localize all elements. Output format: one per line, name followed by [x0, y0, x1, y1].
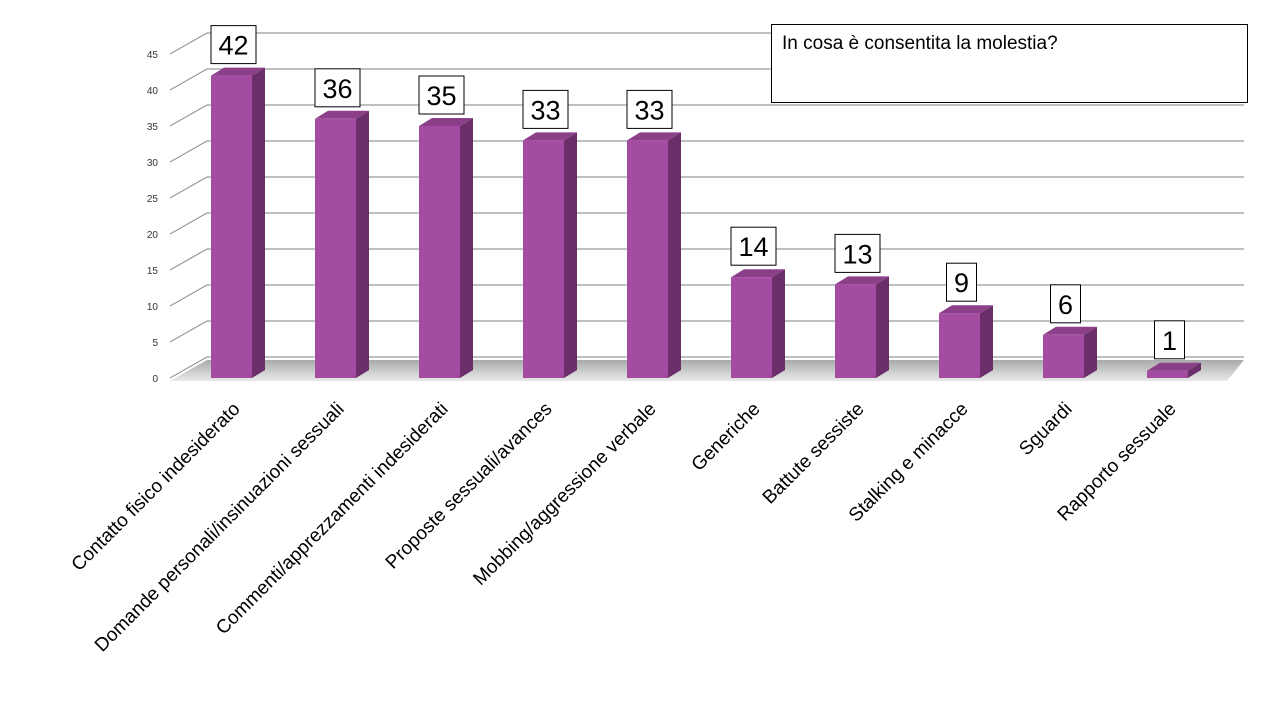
bar-side: [460, 118, 473, 378]
y-tick-label: 20: [147, 230, 159, 241]
bar-top: [419, 118, 473, 126]
y-tick-label: 15: [147, 266, 159, 277]
bar: [627, 140, 668, 378]
bar-side: [668, 132, 681, 378]
data-label: 36: [322, 74, 352, 104]
x-tick-label: Sguardi: [1015, 399, 1076, 460]
bar-side: [252, 67, 265, 378]
bar-side: [356, 110, 369, 379]
data-label: 1: [1162, 326, 1177, 356]
gridline: [169, 176, 1244, 199]
data-label-box: [1154, 320, 1185, 360]
x-tick-label: Contatto fisico indesiderato: [68, 399, 245, 576]
gridline: [169, 140, 1244, 163]
y-tick-label: 25: [147, 194, 159, 205]
bar-top: [1147, 362, 1201, 371]
data-label: 13: [842, 239, 872, 269]
data-label: 9: [954, 268, 969, 298]
data-label-box: [1050, 284, 1081, 324]
bar: [211, 75, 252, 378]
x-tick-label: Mobbing/aggressione verbale: [469, 399, 660, 590]
bar-top: [315, 110, 369, 119]
gridline: [169, 320, 1244, 343]
data-label-box: [314, 68, 361, 108]
data-label-box: [730, 226, 777, 266]
data-label-box: [418, 75, 465, 115]
bar-side: [1084, 326, 1097, 378]
data-label-box: [626, 89, 673, 129]
y-tick-label: 30: [147, 158, 159, 169]
bar: [523, 140, 564, 378]
bar: [315, 118, 356, 379]
bars: 42 36 35 33 33 14 13 9 6 1: [210, 25, 1201, 379]
y-tick-label: 40: [147, 86, 159, 97]
bar: [939, 313, 980, 378]
bar: [731, 277, 772, 378]
y-tick-label: 35: [147, 122, 159, 133]
bar-side: [1188, 362, 1201, 378]
gridline: [169, 356, 1244, 379]
data-label: 35: [426, 81, 456, 111]
bar-top: [211, 67, 265, 76]
data-label: 14: [738, 232, 768, 262]
gridline: [169, 104, 1244, 127]
bar-top: [1043, 326, 1097, 335]
bar-side: [980, 305, 993, 378]
data-label: 33: [530, 95, 560, 125]
gridline: [169, 284, 1244, 307]
gridline: [169, 212, 1244, 235]
y-tick-label: 5: [152, 338, 158, 349]
bar-top: [835, 276, 889, 285]
chart-title: In cosa è consentita la molestia?: [771, 24, 1248, 103]
bar: [1043, 334, 1084, 378]
data-label-box: [834, 233, 881, 273]
data-label-box: [522, 89, 569, 129]
y-axis-ticks: 0 5 10 15 20 25 30 35 40 45: [147, 50, 159, 385]
data-label: 33: [634, 95, 664, 125]
x-tick-label: Rapporto sessuale: [1054, 399, 1181, 526]
bar-top: [731, 269, 785, 278]
y-tick-label: 0: [152, 374, 158, 385]
x-tick-label: Generiche: [688, 399, 765, 476]
bar-top: [523, 132, 577, 141]
x-tick-label: Commenti/apprezzamenti indesiderati: [212, 399, 452, 639]
bar-side: [772, 269, 785, 378]
bar-side: [876, 276, 889, 378]
bar-side: [564, 132, 577, 378]
data-label-box: [210, 25, 257, 65]
bar: [835, 284, 876, 378]
bar: [419, 126, 460, 378]
data-label-box: [946, 262, 977, 302]
y-tick-label: 10: [147, 302, 159, 313]
bar-top: [627, 132, 681, 141]
gridline: [169, 248, 1244, 271]
y-tick-label: 45: [147, 50, 159, 61]
x-tick-label: Battute sessiste: [759, 399, 869, 509]
x-tick-label: Proposte sessuali/avances: [382, 399, 557, 574]
data-label: 42: [218, 31, 248, 61]
data-label: 6: [1058, 290, 1073, 320]
bar-top: [939, 305, 993, 314]
bar: [1147, 370, 1188, 378]
